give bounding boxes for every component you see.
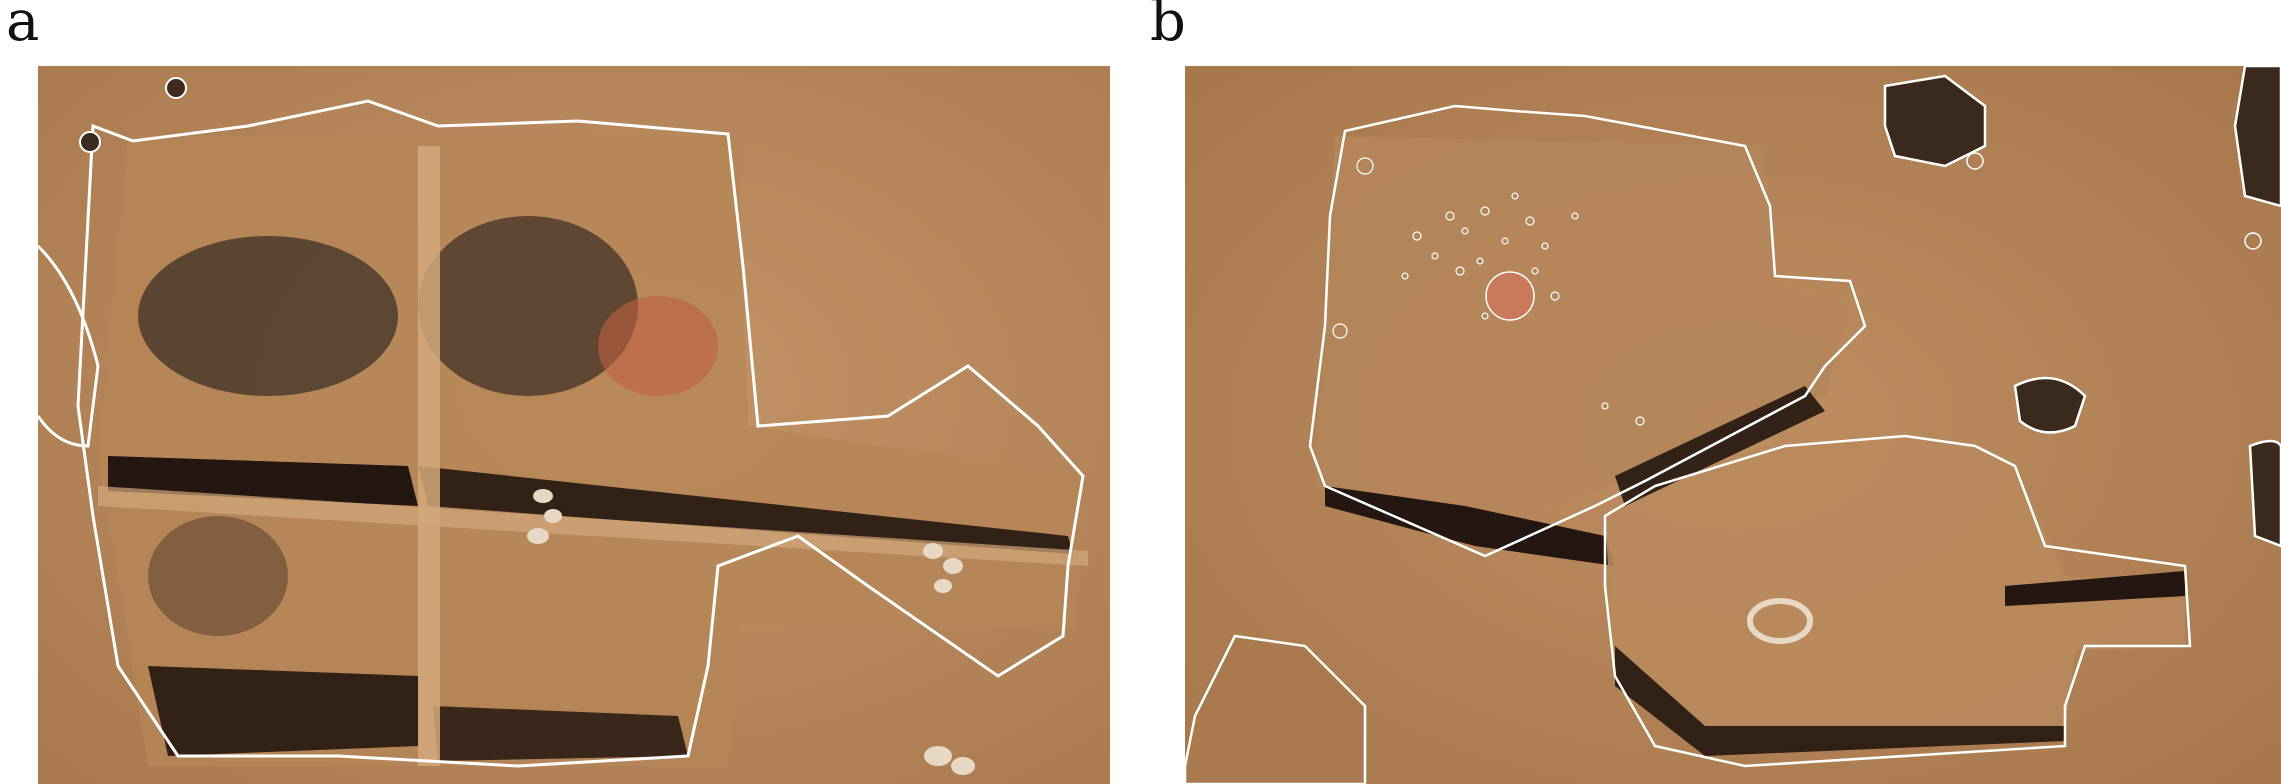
adjacent-pit-outline (2233, 66, 2281, 208)
panel-a-photo (38, 66, 1110, 784)
baulk-horizontal (98, 486, 1088, 566)
adjacent-pit-outline (2248, 439, 2281, 548)
posthole-outlines (1332, 157, 1645, 426)
trench-shadow (418, 466, 1073, 554)
panel-b-photo (1185, 66, 2281, 784)
excavation-photo-b (1185, 66, 2281, 784)
trench-shadow (2005, 571, 2185, 606)
ash-deposit (138, 236, 398, 396)
small-pit-outline (2244, 232, 2262, 250)
structure-outline (76, 99, 1085, 768)
adjacent-pit-outline (1883, 74, 1987, 168)
burnt-soil (598, 296, 718, 396)
hearth-feature (1485, 271, 1535, 321)
baulk-vertical (418, 146, 440, 766)
small-pit-outline (79, 131, 101, 153)
adjacent-outline (38, 244, 100, 448)
small-pit-outline (1966, 152, 1984, 170)
pit-floor-lower (1605, 436, 2185, 746)
stone-hearth (1747, 598, 1813, 644)
panel-label-b: b (1150, 0, 1186, 54)
small-pit-outline (165, 77, 187, 99)
stone-cluster (527, 489, 975, 775)
trench-shadow (148, 666, 418, 756)
trench-shadow (1615, 646, 2065, 756)
ash-deposit (148, 516, 288, 636)
trench-shadow (1615, 386, 1825, 506)
panel-label-a: a (6, 0, 40, 54)
ash-deposit (418, 216, 638, 396)
excavation-photo-a (38, 66, 1110, 784)
lower-structure-outline (1603, 434, 2192, 768)
trench-shadow (433, 706, 688, 761)
adjacent-pit-outline (2013, 376, 2087, 434)
adjacent-structure-outline (1185, 634, 1367, 784)
upper-structure-outline (1308, 104, 1867, 558)
trench-shadow (1325, 486, 1615, 566)
